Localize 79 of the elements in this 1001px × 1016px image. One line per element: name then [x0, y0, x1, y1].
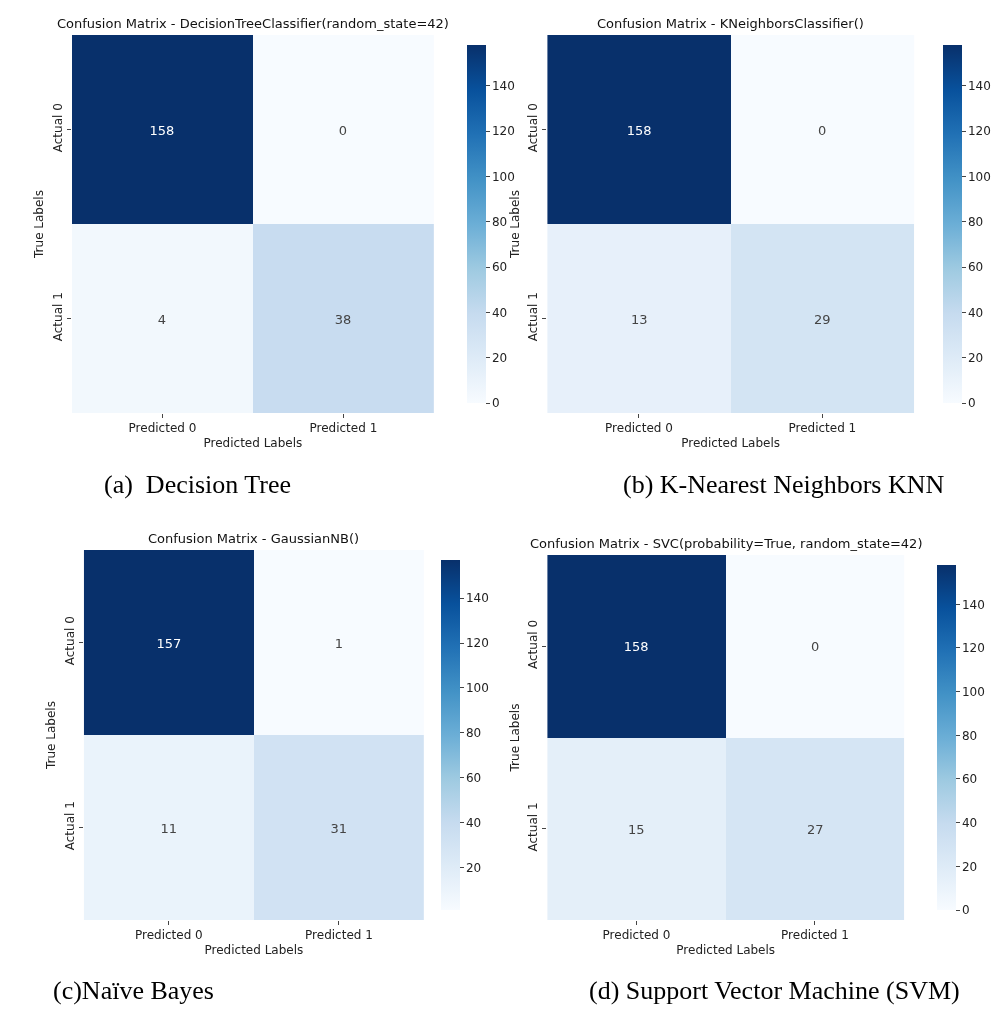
color-bar-label: 40	[465, 815, 482, 830]
data-label: 158	[623, 638, 649, 654]
y-tick-label: Actual 1	[526, 802, 541, 852]
chart-title: Confusion Matrix - GaussianNB()	[148, 531, 360, 546]
color-bar-label: 100	[967, 169, 991, 184]
color-bar-label: 60	[491, 260, 508, 275]
data-label: 1	[334, 635, 343, 651]
color-bar-label: 0	[491, 396, 500, 411]
color-bar-label: 40	[961, 815, 978, 830]
data-label: 157	[156, 635, 182, 651]
data-label: 13	[630, 311, 648, 327]
color-bar-label: 0	[961, 903, 970, 918]
chart-title: Confusion Matrix - KNeighborsClassifier()	[597, 16, 864, 31]
text: (d) Support Vector Machine (SVM)	[589, 976, 960, 1005]
y-axis-title: True Labels	[44, 701, 59, 770]
y-tick-label: Actual 0	[63, 616, 78, 666]
color-bar-label: 140	[961, 597, 985, 612]
x-axis-title: Predicted Labels	[203, 436, 303, 451]
text: (a) Decision Tree	[104, 470, 292, 499]
text: (b) K-Nearest Neighbors KNN	[623, 470, 945, 499]
color-bar-label: 120	[961, 641, 985, 656]
x-tick-label: Predicted 1	[309, 421, 378, 436]
color-bar-label: 120	[967, 124, 991, 139]
x-tick-label: Predicted 1	[305, 928, 373, 943]
color-bar-label: 100	[465, 681, 489, 696]
color-bar-label: 80	[465, 725, 482, 740]
color-bar-label: 40	[967, 305, 984, 320]
data-label: 11	[160, 820, 178, 836]
color-bar-label: 120	[491, 124, 515, 139]
color-bar-label: 60	[961, 772, 978, 787]
x-axis-title: Predicted Labels	[676, 943, 776, 958]
y-axis-title: True Labels	[507, 703, 522, 773]
color-bar-label: 0	[967, 396, 976, 411]
data-label: 27	[806, 821, 824, 837]
chart-title: Confusion Matrix - SVC(probability=True, random_state=42)	[530, 536, 923, 551]
color-bar-label: 60	[465, 770, 482, 785]
y-tick-label: Actual 1	[63, 801, 78, 851]
y-axis-title: True Labels	[32, 190, 47, 259]
color-bar-label: 140	[491, 78, 515, 93]
data-label: 158	[626, 122, 652, 138]
x-tick-label: Predicted 0	[128, 421, 197, 436]
color-bar-label: 100	[491, 169, 515, 184]
data-label: 0	[818, 122, 827, 138]
y-tick-label: Actual 1	[526, 292, 541, 342]
data-label: 0	[338, 122, 348, 138]
data-label: 0	[811, 638, 820, 654]
data-label: 31	[330, 820, 348, 836]
color-bar-label: 80	[967, 214, 984, 229]
color-bar-label: 60	[967, 260, 984, 275]
color-bar-label: 80	[961, 728, 978, 743]
color-bar-label: 20	[465, 860, 482, 875]
chart-title: Confusion Matrix - DecisionTreeClassifier(random_state=42)	[57, 16, 449, 31]
y-tick-label: Actual 1	[51, 292, 66, 342]
color-bar-label: 20	[491, 350, 508, 365]
x-tick-label: Predicted 0	[605, 421, 673, 436]
y-tick-label: Actual 0	[526, 103, 541, 153]
color-bar-label: 120	[465, 636, 489, 651]
data-label: 29	[813, 311, 831, 327]
y-tick-label: Actual 0	[51, 103, 66, 153]
color-bar-label: 40	[491, 305, 508, 320]
x-axis-title: Predicted Labels	[204, 943, 304, 958]
data-label: 15	[627, 821, 645, 837]
y-tick-label: Actual 0	[526, 619, 541, 669]
x-tick-label: Predicted 0	[602, 928, 671, 943]
data-label: 158	[149, 122, 175, 138]
color-bar-label: 140	[967, 78, 991, 93]
x-tick-label: Predicted 1	[788, 421, 857, 436]
color-bar-label: 20	[967, 350, 984, 365]
text: (c)Naïve Bayes	[53, 976, 214, 1005]
x-tick-label: Predicted 1	[781, 928, 849, 943]
x-axis-title: Predicted Labels	[681, 436, 781, 451]
color-bar-label: 20	[961, 859, 978, 874]
data-label: 4	[157, 311, 167, 327]
y-axis-title: True Labels	[507, 190, 522, 259]
color-bar-label: 100	[961, 684, 985, 699]
color-bar-label: 140	[465, 591, 489, 606]
color-bar-label: 80	[491, 214, 508, 229]
x-tick-label: Predicted 0	[134, 928, 203, 943]
data-label: 38	[334, 311, 352, 327]
